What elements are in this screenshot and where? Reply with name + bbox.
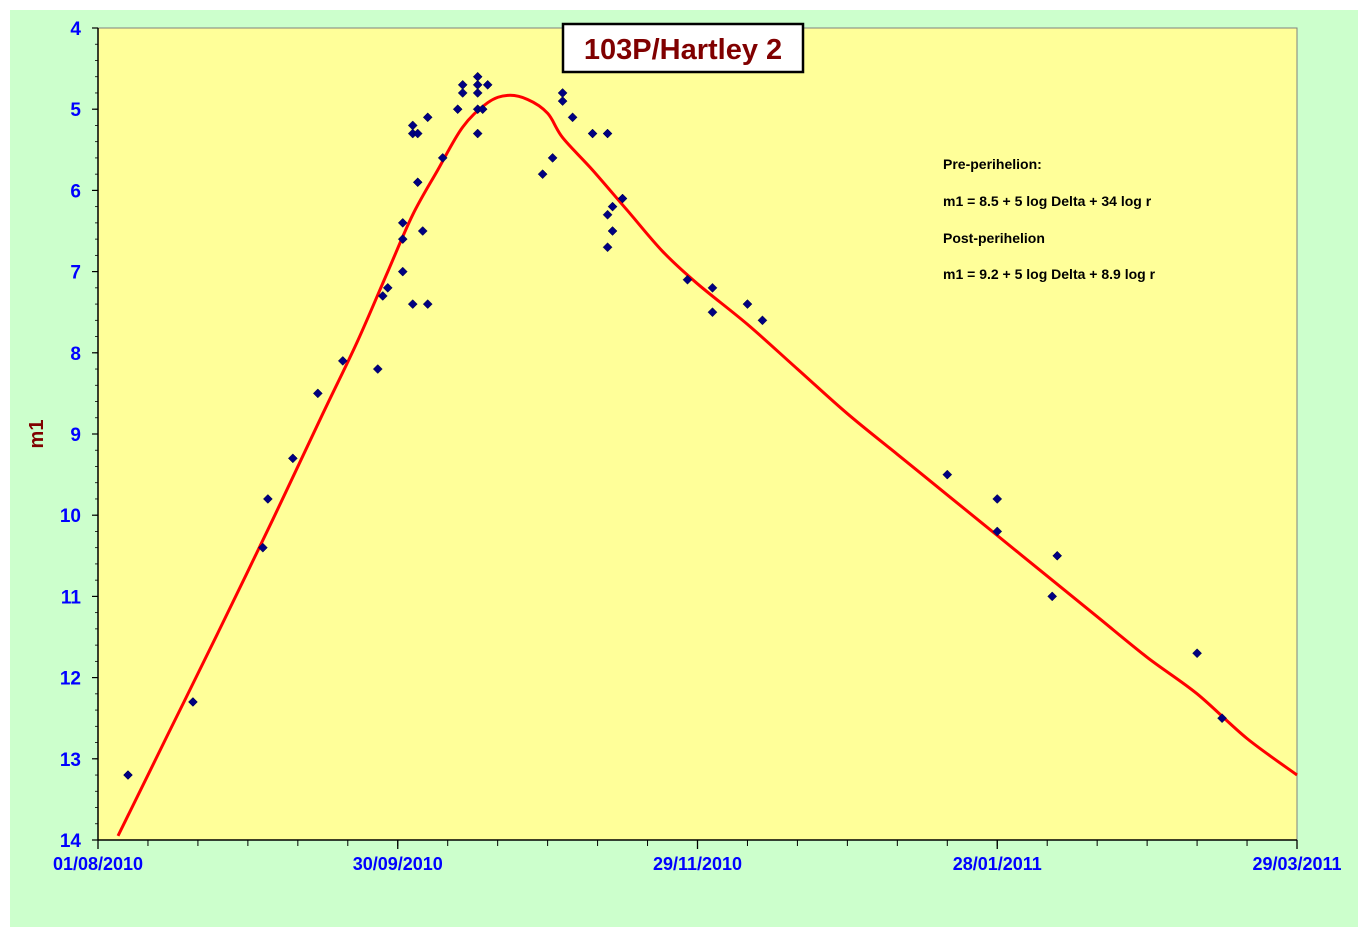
- data-point: [377, 291, 388, 301]
- fit-curve: [116, 93, 1298, 837]
- data-point: [263, 494, 273, 504]
- data-point: [457, 88, 468, 98]
- data-point: [258, 542, 268, 553]
- y-tick-label: 11: [61, 587, 82, 608]
- data-point: [602, 242, 613, 253]
- data-point: [477, 104, 488, 115]
- data-point: [472, 71, 483, 82]
- y-tick-label: 10: [60, 506, 81, 527]
- data-point: [312, 388, 323, 399]
- data-point: [992, 526, 1003, 537]
- data-point: [617, 193, 628, 204]
- data-point: [287, 453, 298, 464]
- data-point: [412, 128, 423, 139]
- data-point: [422, 299, 433, 309]
- data-point: [707, 307, 718, 318]
- chart-title-box: 103P/Hartley 2: [561, 22, 805, 74]
- data-point: [472, 88, 483, 98]
- data-point: [188, 697, 198, 707]
- formula-annotation: m1 = 9.2 + 5 log Delta + 8.9 log r: [943, 266, 1156, 282]
- data-point: [567, 112, 578, 123]
- x-tick-label: 30/09/2010: [353, 854, 443, 874]
- observation-points-layer: [123, 71, 1227, 780]
- y-axis-label: m1: [26, 420, 48, 449]
- data-point: [537, 169, 548, 180]
- data-point: [1052, 550, 1063, 561]
- data-point: [682, 274, 693, 285]
- data-point: [382, 282, 393, 293]
- data-point: [607, 226, 618, 236]
- formula-annotations: Pre-perihelion: m1 = 8.5 + 5 log Delta + …: [943, 156, 1156, 282]
- data-point: [422, 112, 433, 123]
- data-point: [602, 128, 613, 139]
- x-tick-label: 28/01/2011: [953, 854, 1042, 874]
- data-point: [547, 153, 558, 163]
- chart-area: 4 5 6 7 8 9 10 11 12 13 14 01/08/2010 30/09/2010 29/1…: [10, 10, 1358, 927]
- data-point: [557, 96, 568, 106]
- x-tick-label: 01/08/2010: [53, 854, 143, 874]
- data-point: [1047, 591, 1058, 602]
- data-point: [372, 364, 383, 374]
- data-point: [437, 153, 448, 163]
- y-tick-label: 4: [70, 19, 81, 40]
- y-tick-label: 14: [60, 831, 82, 852]
- data-point: [742, 299, 753, 309]
- y-tick-label: 9: [70, 425, 81, 446]
- data-point: [472, 79, 483, 90]
- data-point: [607, 201, 618, 212]
- data-point: [397, 266, 408, 277]
- y-tick-label: 13: [60, 750, 81, 771]
- x-tick-label: 29/03/2011: [1252, 854, 1341, 874]
- data-point: [457, 79, 468, 90]
- chart-title: 103P/Hartley 2: [584, 34, 782, 66]
- data-point: [417, 226, 428, 236]
- data-point: [942, 469, 953, 480]
- data-point: [1217, 713, 1227, 724]
- title-frame: [561, 22, 805, 74]
- data-point: [707, 282, 718, 293]
- data-point: [397, 218, 408, 228]
- data-point: [397, 234, 408, 244]
- y-tick-label: 12: [60, 669, 81, 690]
- data-point: [407, 120, 418, 131]
- data-point: [557, 88, 568, 98]
- formula-annotation: Pre-perihelion:: [943, 156, 1042, 172]
- y-tick-label: 5: [70, 100, 81, 121]
- data-point: [407, 299, 418, 309]
- data-point: [472, 128, 483, 139]
- fit-curve-layer: [116, 93, 1298, 837]
- data-point: [1192, 648, 1202, 659]
- data-point: [992, 494, 1003, 504]
- data-point: [757, 315, 768, 326]
- data-point: [123, 770, 133, 780]
- data-point: [412, 177, 423, 188]
- y-tick-label: 6: [70, 181, 81, 202]
- data-point: [587, 128, 598, 139]
- y-tick-label: 8: [70, 344, 81, 365]
- formula-annotation: m1 = 8.5 + 5 log Delta + 34 log r: [943, 193, 1152, 209]
- plot-background: [97, 27, 1298, 841]
- data-point: [602, 209, 613, 220]
- y-tick-label: 7: [70, 263, 81, 284]
- formula-annotation: Post-perihelion: [943, 230, 1045, 246]
- data-point: [452, 104, 463, 115]
- data-point: [482, 79, 493, 90]
- data-point: [337, 356, 348, 366]
- x-tick-label: 29/11/2010: [653, 854, 742, 874]
